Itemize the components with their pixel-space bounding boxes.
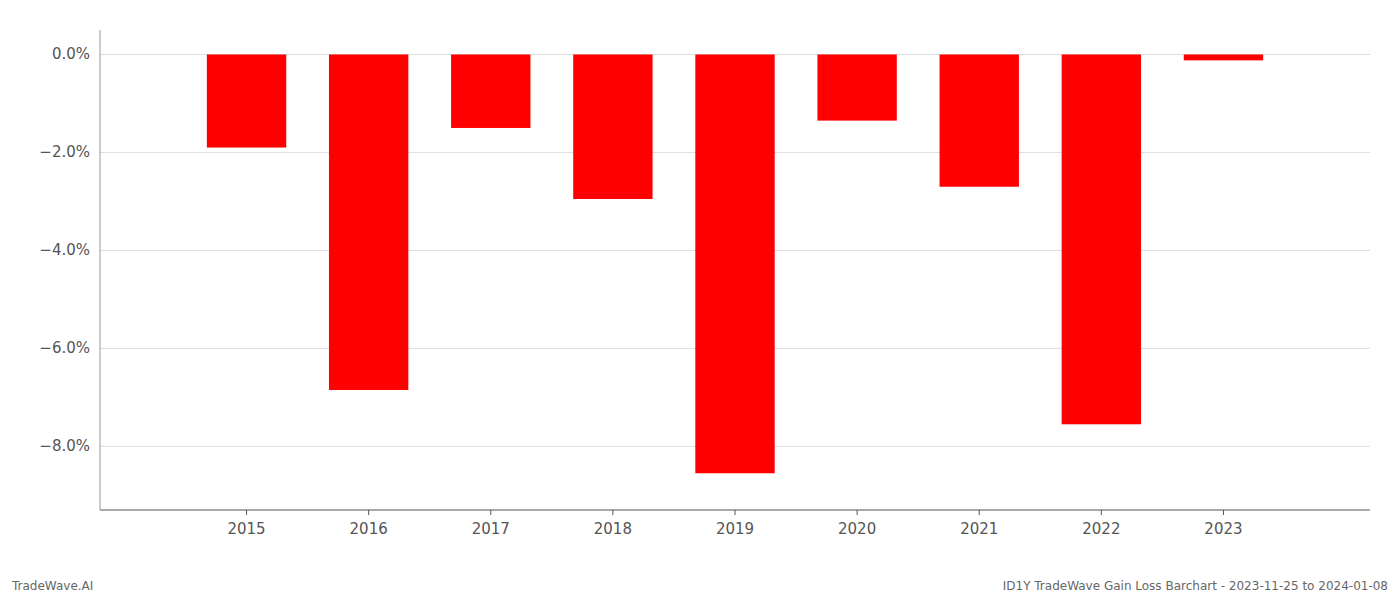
y-axis: 0.0% −2.0% −4.0% −6.0% −8.0% bbox=[39, 45, 90, 455]
x-tick bbox=[979, 510, 980, 515]
x-tick bbox=[368, 510, 369, 515]
bars bbox=[207, 54, 1263, 473]
y-tick-label: −6.0% bbox=[39, 339, 90, 357]
x-tick-label: 2020 bbox=[838, 520, 876, 538]
x-tick bbox=[1223, 510, 1224, 515]
footer-text: ID1Y TradeWave Gain Loss Barchart - 2023… bbox=[1003, 579, 1388, 593]
y-tick-label: −2.0% bbox=[39, 143, 90, 161]
bar bbox=[817, 54, 896, 120]
chart: 0.0% −2.0% −4.0% −6.0% −8.0% 2015 2016 2017 2018… bbox=[0, 0, 1400, 600]
x-tick bbox=[857, 510, 858, 515]
y-tick-label: −8.0% bbox=[39, 437, 90, 455]
x-axis: 2015 2016 2017 2018 2019 2020 2021 2022 2023 bbox=[227, 510, 1242, 538]
bar bbox=[207, 54, 286, 147]
x-tick-label: 2018 bbox=[594, 520, 632, 538]
x-tick bbox=[735, 510, 736, 515]
x-tick bbox=[246, 510, 247, 515]
x-tick-label: 2019 bbox=[716, 520, 754, 538]
bar bbox=[329, 54, 408, 390]
background bbox=[0, 0, 1400, 600]
x-tick bbox=[490, 510, 491, 515]
x-tick-label: 2023 bbox=[1204, 520, 1242, 538]
y-tick-label: 0.0% bbox=[52, 45, 90, 63]
y-axis-line bbox=[100, 30, 101, 510]
bar bbox=[695, 54, 774, 473]
bar bbox=[1184, 54, 1263, 60]
x-tick bbox=[1101, 510, 1102, 515]
bar bbox=[573, 54, 652, 198]
x-tick bbox=[612, 510, 613, 515]
x-tick-label: 2017 bbox=[472, 520, 510, 538]
bar bbox=[1062, 54, 1141, 424]
bar bbox=[451, 54, 530, 127]
x-tick-label: 2016 bbox=[350, 520, 388, 538]
x-tick-label: 2022 bbox=[1082, 520, 1120, 538]
chart-container: 0.0% −2.0% −4.0% −6.0% −8.0% 2015 2016 2017 2018… bbox=[0, 0, 1400, 600]
footer-text: TradeWave.AI bbox=[11, 579, 93, 593]
x-tick-label: 2015 bbox=[227, 520, 265, 538]
x-tick-label: 2021 bbox=[960, 520, 998, 538]
bar bbox=[940, 54, 1019, 186]
y-tick-label: −4.0% bbox=[39, 241, 90, 259]
